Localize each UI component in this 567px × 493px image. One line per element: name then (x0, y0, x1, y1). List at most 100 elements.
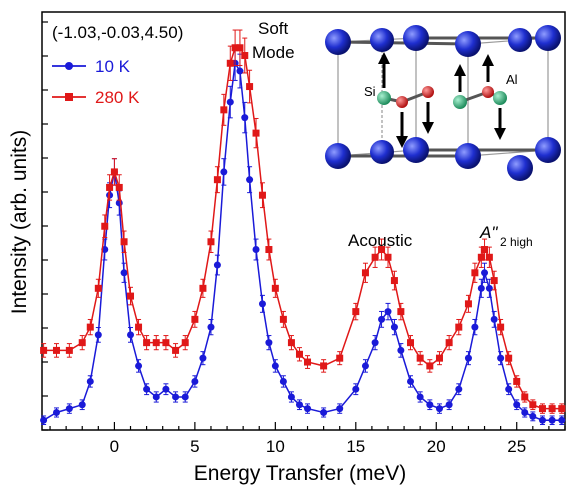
data-point (390, 277, 398, 285)
data-point (258, 300, 266, 308)
data-point (101, 222, 109, 230)
data-point (120, 238, 128, 246)
x-tick-label: 15 (346, 437, 365, 456)
data-point (481, 269, 489, 277)
data-point (320, 362, 328, 370)
data-point (143, 339, 151, 347)
data-point (352, 308, 360, 316)
data-point (407, 377, 415, 385)
data-point (252, 129, 260, 137)
data-point (287, 393, 295, 401)
al-label: Al (506, 72, 518, 87)
data-point (304, 405, 312, 413)
legend-marker-280k (65, 93, 73, 101)
tick-layer: 0 5 10 15 20 25 (42, 21, 566, 456)
atom-si (453, 95, 467, 109)
data-point (135, 323, 143, 331)
data-point (226, 59, 234, 67)
data-point (265, 246, 273, 254)
a2-high-subscript: 2 high (500, 235, 533, 249)
data-point (40, 416, 48, 424)
data-point (490, 277, 498, 285)
data-point (127, 292, 135, 300)
data-point (435, 354, 443, 362)
data-point (505, 354, 513, 362)
data-point (361, 362, 369, 370)
displacement-arrows (378, 52, 506, 148)
atom-o (422, 86, 434, 98)
data-point (246, 176, 254, 184)
data-point (213, 261, 221, 269)
data-point (220, 106, 228, 114)
data-point (94, 284, 102, 292)
data-point (304, 358, 312, 366)
data-point (220, 168, 228, 176)
data-point (320, 408, 328, 416)
data-point (455, 385, 463, 393)
atom-blue (325, 143, 351, 169)
data-point (336, 354, 344, 362)
data-point (529, 401, 537, 409)
data-point (445, 339, 453, 347)
si-label: Si (364, 84, 376, 99)
data-point (287, 339, 295, 347)
acoustic-label: Acoustic (348, 231, 413, 250)
data-point (162, 385, 170, 393)
data-point (226, 98, 234, 106)
atom-blue (455, 143, 481, 169)
data-point (464, 354, 472, 362)
data-point (172, 393, 180, 401)
data-point (371, 253, 379, 261)
data-point (407, 339, 415, 347)
x-tick-label: 25 (507, 437, 526, 456)
data-point (52, 408, 60, 416)
data-point (505, 385, 513, 393)
data-point (231, 44, 239, 52)
atom-blue (403, 137, 429, 163)
soft-mode-label-line2: Mode (252, 43, 295, 62)
data-point (143, 385, 151, 393)
soft-mode-label-line1: Soft (258, 19, 289, 38)
data-point (241, 114, 249, 122)
data-point (199, 354, 207, 362)
atom-blue (535, 25, 561, 51)
atom-blue (507, 155, 533, 181)
data-point (435, 405, 443, 413)
atom-blue (508, 28, 532, 52)
data-point (162, 339, 170, 347)
x-tick-label: 20 (427, 437, 446, 456)
atom-al (493, 91, 507, 105)
series-layer (40, 29, 566, 426)
data-point (181, 393, 189, 401)
data-point (78, 401, 86, 409)
data-point (538, 405, 546, 413)
data-point (497, 323, 505, 331)
data-point (265, 339, 273, 347)
atom-blue (403, 25, 429, 51)
data-point (94, 331, 102, 339)
data-point (86, 323, 94, 331)
data-point (295, 401, 303, 409)
data-point (191, 315, 199, 323)
data-point (352, 385, 360, 393)
data-point (258, 191, 266, 199)
data-point (271, 284, 279, 292)
data-point (558, 405, 566, 413)
data-point (52, 346, 60, 354)
legend: 10 K 280 K (52, 57, 140, 107)
atom-blue (370, 140, 394, 164)
data-point (207, 323, 215, 331)
data-point (236, 44, 244, 52)
data-point (521, 393, 529, 401)
x-tick-label: 0 (110, 437, 119, 456)
data-point (172, 346, 180, 354)
data-point (471, 323, 479, 331)
data-point (115, 183, 123, 191)
data-point (538, 416, 546, 424)
data-point (181, 339, 189, 347)
data-point (497, 354, 505, 362)
data-point (371, 339, 379, 347)
data-point (477, 284, 485, 292)
data-point (65, 346, 73, 354)
